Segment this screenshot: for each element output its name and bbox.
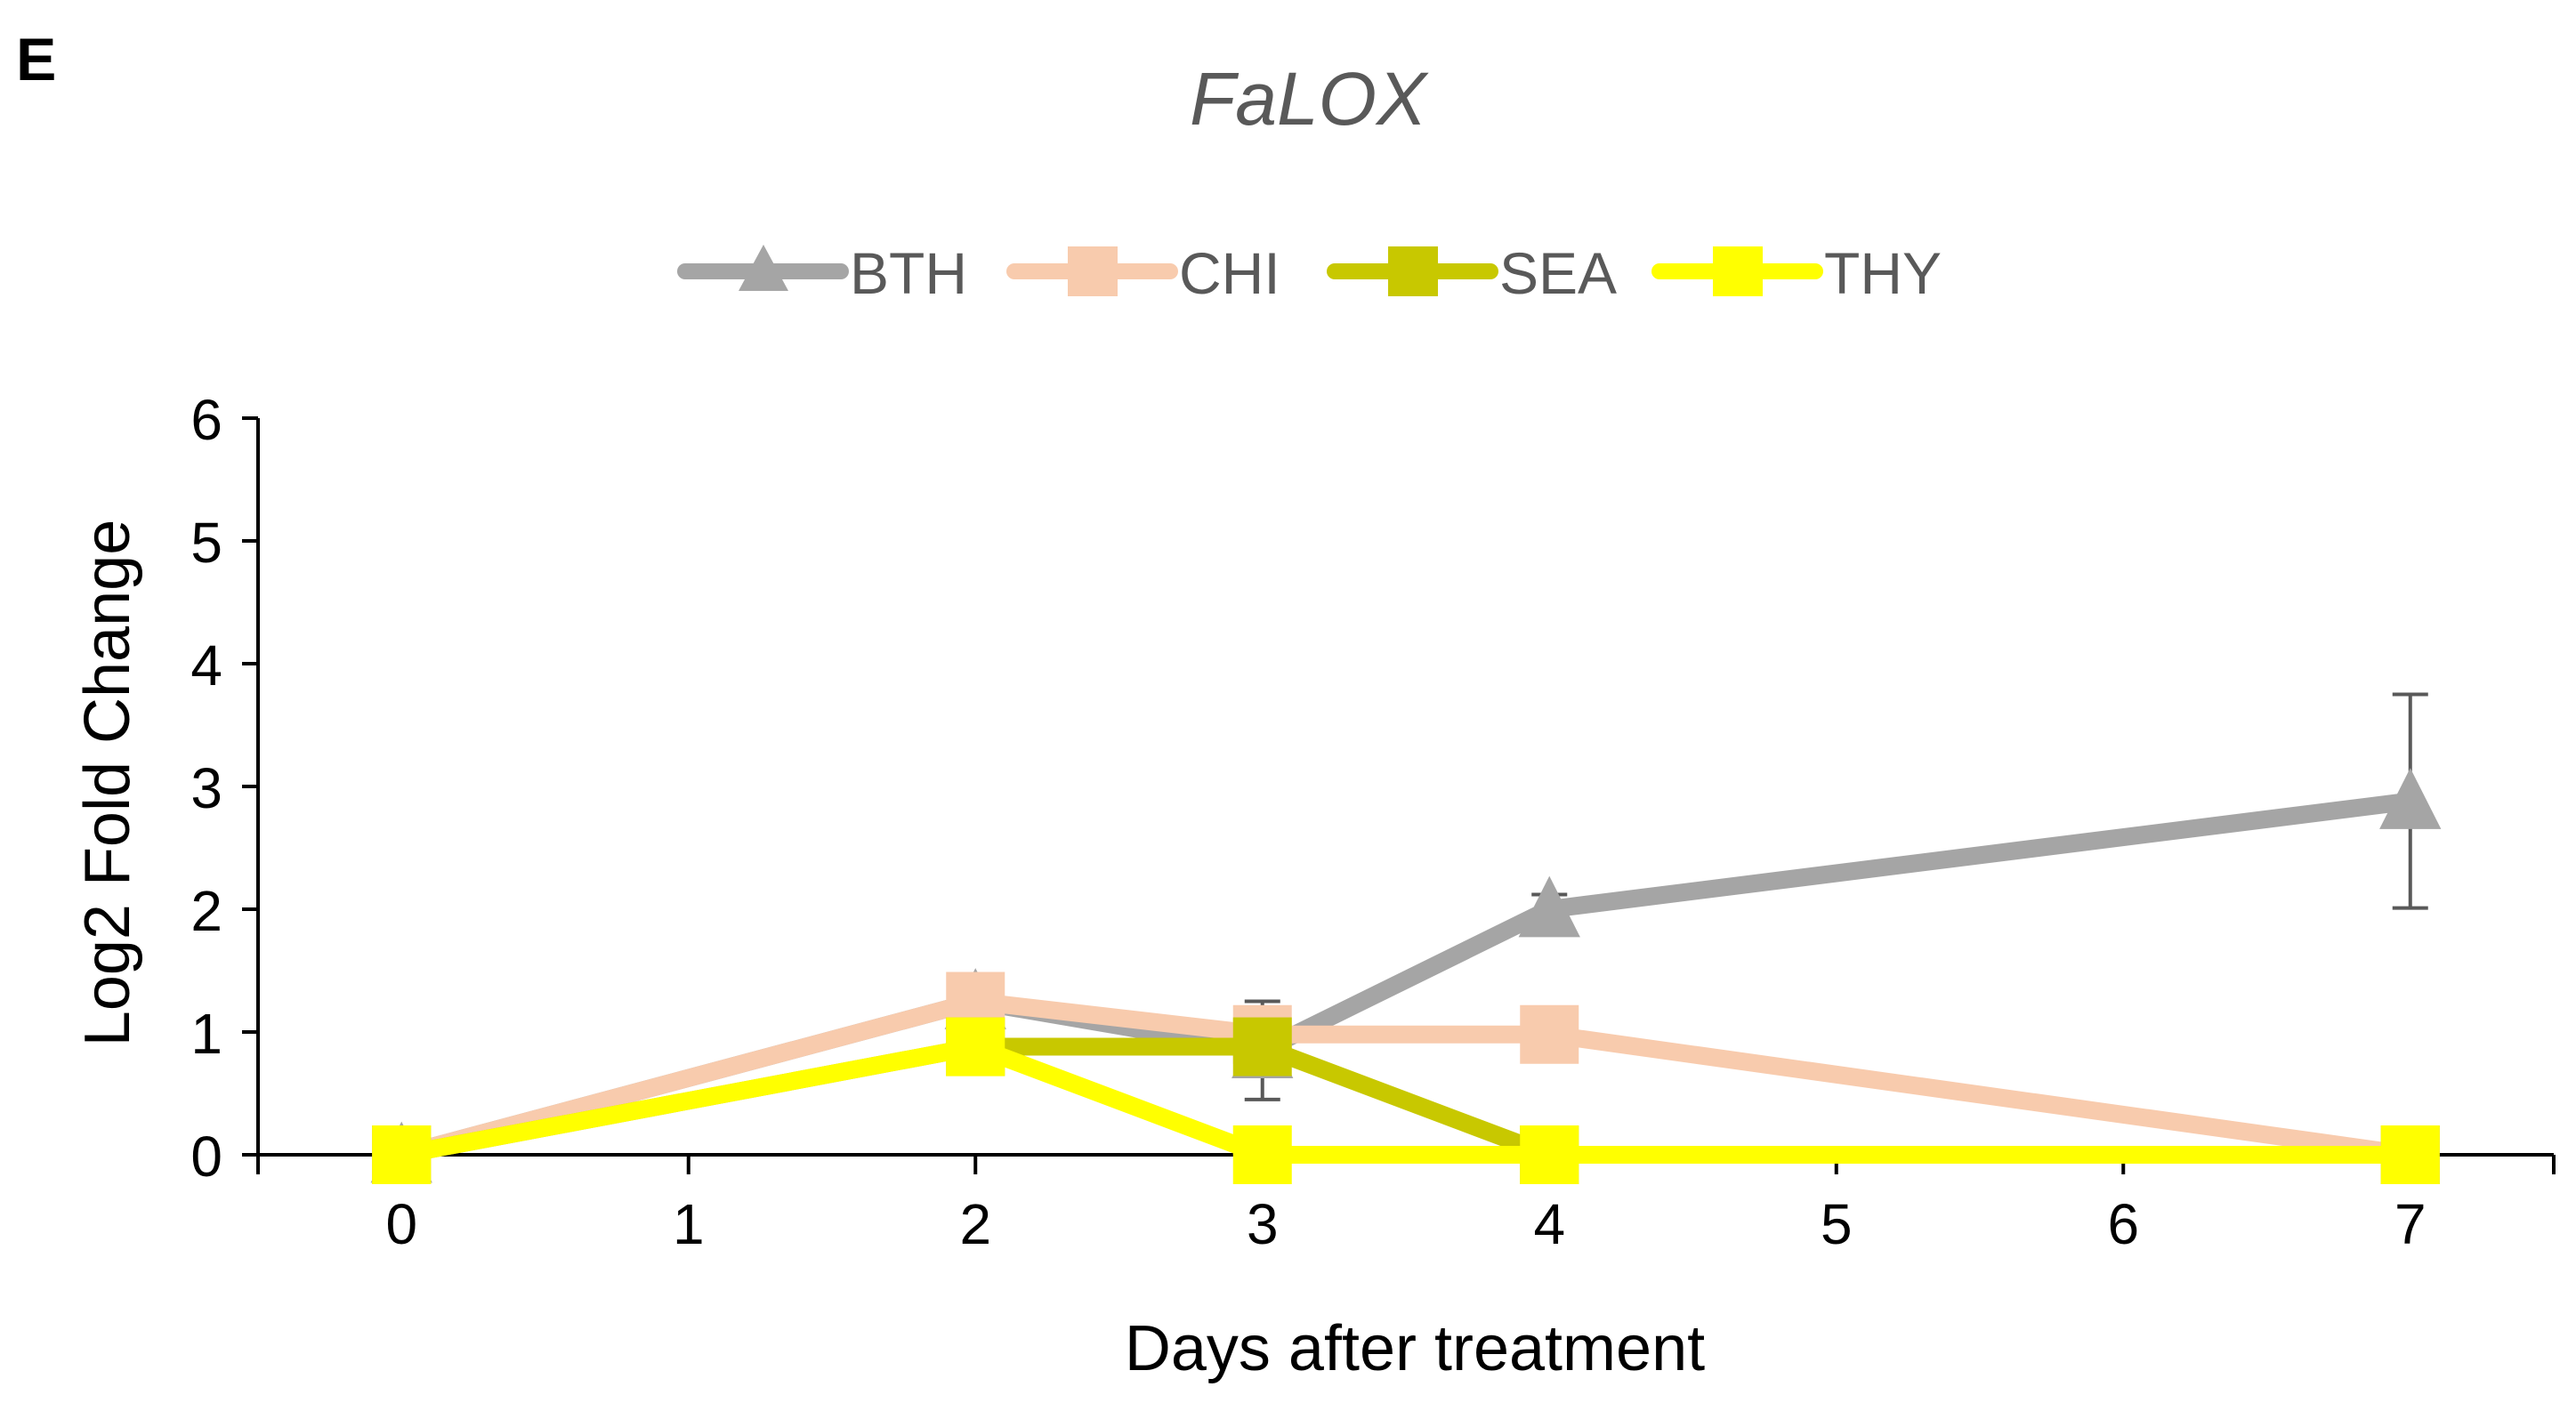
x-axis-label: Days after treatment [1125, 1313, 1705, 1384]
axes: 0 1 2 3 4 5 6 0 1 2 3 4 5 6 7 [190, 388, 2556, 1256]
panel-letter: E [16, 26, 56, 93]
y-tick-label: 3 [190, 756, 222, 820]
data-point-bth [2379, 768, 2442, 829]
y-tick-label: 6 [190, 388, 222, 452]
x-tick-label: 3 [1247, 1192, 1279, 1256]
data-point-thy [372, 1125, 432, 1184]
data-point-thy [1232, 1125, 1292, 1184]
data-point-sea [1232, 1017, 1292, 1076]
x-tick-label: 2 [959, 1192, 991, 1256]
series-thy [372, 1017, 2440, 1184]
x-tick-label: 0 [385, 1192, 417, 1256]
legend-item-bth: BTH [677, 240, 967, 306]
legend-item-chi: CHI [1006, 240, 1280, 306]
x-tick-label: 1 [673, 1192, 705, 1256]
legend-label-thy: THY [1824, 240, 1942, 306]
legend-marker-chi [1068, 246, 1118, 296]
y-tick-label: 2 [190, 879, 222, 943]
x-tick-label: 7 [2394, 1192, 2427, 1256]
chart-title: FaLOX [1190, 57, 1429, 141]
y-tick-label: 1 [190, 1002, 222, 1066]
legend: BTH CHI SEA THY [677, 240, 1942, 306]
legend-label-chi: CHI [1179, 240, 1280, 306]
legend-item-sea: SEA [1327, 240, 1617, 306]
x-tick-label: 4 [1533, 1192, 1565, 1256]
data-point-thy [946, 1017, 1005, 1076]
legend-marker-sea [1388, 246, 1438, 296]
y-tick-label: 4 [190, 633, 222, 697]
plot-area: 0 1 2 3 4 5 6 0 1 2 3 4 5 6 7 [190, 388, 2556, 1256]
data-point-thy [2380, 1125, 2440, 1184]
data-point-thy [1520, 1125, 1579, 1184]
data-point-bth [1518, 875, 1580, 938]
x-tick-label: 6 [2107, 1192, 2139, 1256]
x-tick-label: 5 [1821, 1192, 1853, 1256]
y-tick-label: 0 [190, 1125, 222, 1189]
y-tick-label: 5 [190, 511, 222, 575]
legend-item-thy: THY [1651, 240, 1942, 306]
series-layer [370, 692, 2442, 1184]
y-axis-label: Log2 Fold Change [72, 520, 143, 1046]
legend-marker-thy [1713, 246, 1763, 296]
legend-marker-bth [739, 245, 788, 291]
legend-label-bth: BTH [850, 240, 967, 306]
series-line-chi [392, 992, 2419, 1164]
data-point-chi [1520, 1004, 1579, 1064]
legend-label-sea: SEA [1499, 240, 1617, 306]
